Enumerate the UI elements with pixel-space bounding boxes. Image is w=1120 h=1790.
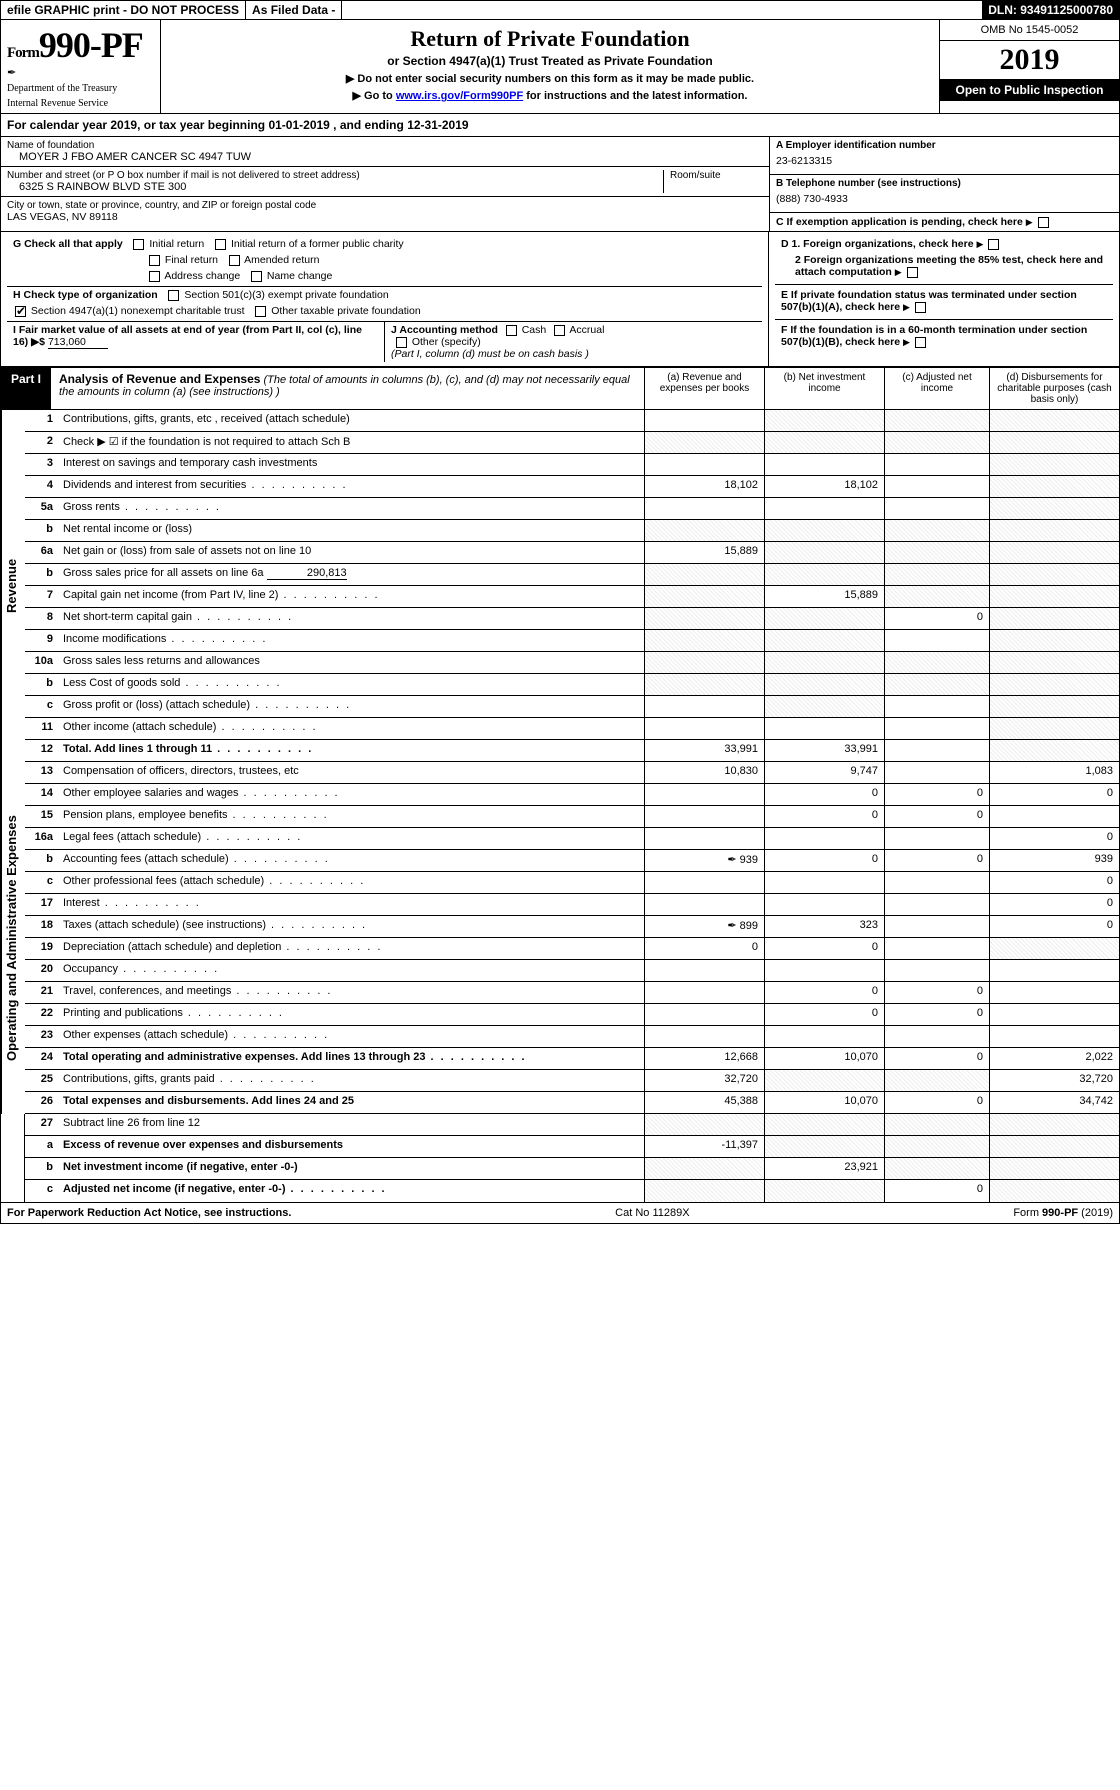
part1-column-headers: (a) Revenue and expenses per books (b) N… <box>644 368 1119 409</box>
attachment-icon[interactable]: ✒ <box>727 920 736 932</box>
header-right: OMB No 1545-0052 2019 Open to Public Ins… <box>939 20 1119 113</box>
phone-value: (888) 730-4933 <box>776 189 1113 209</box>
top-bar: efile GRAPHIC print - DO NOT PROCESS As … <box>1 1 1119 20</box>
checkbox-amended[interactable] <box>229 255 240 266</box>
line27-section: 27Subtract line 26 from line 12 aExcess … <box>1 1114 1119 1202</box>
checkbox-c[interactable] <box>1038 217 1049 228</box>
city-cell: City or town, state or province, country… <box>1 197 769 226</box>
instruction-2: ▶ Go to www.irs.gov/Form990PF for instru… <box>171 89 929 102</box>
checkbox-final-return[interactable] <box>149 255 160 266</box>
expenses-side-label: Operating and Administrative Expenses <box>1 762 25 1114</box>
phone-cell: B Telephone number (see instructions) (8… <box>770 175 1119 213</box>
col-b-header: (b) Net investment income <box>764 368 884 409</box>
omb-number: OMB No 1545-0052 <box>940 20 1119 41</box>
revenue-side-label: Revenue <box>1 410 25 762</box>
checkbox-cash[interactable] <box>506 325 517 336</box>
checkbox-other-method[interactable] <box>396 337 407 348</box>
page-footer: For Paperwork Reduction Act Notice, see … <box>1 1202 1119 1223</box>
checkbox-e[interactable] <box>915 302 926 313</box>
dept-irs: Internal Revenue Service <box>7 98 154 109</box>
checkbox-initial-return[interactable] <box>133 239 144 250</box>
checkbox-d2[interactable] <box>907 267 918 278</box>
checkbox-4947a1[interactable] <box>15 306 26 317</box>
irs-form-link[interactable]: www.irs.gov/Form990PF <box>396 90 523 102</box>
form-990pf-page: efile GRAPHIC print - DO NOT PROCESS As … <box>0 0 1120 1224</box>
identification-block: Name of foundation MOYER J FBO AMER CANC… <box>1 137 1119 232</box>
ein-cell: A Employer identification number 23-6213… <box>770 137 1119 175</box>
year-begin: 01-01-2019 <box>268 118 329 132</box>
fmv-value: 713,060 <box>48 336 108 349</box>
checks-right: D 1. Foreign organizations, check here 2… <box>769 232 1119 366</box>
form-header: Form990-PF ✒ Department of the Treasury … <box>1 20 1119 114</box>
open-to-public-badge: Open to Public Inspection <box>940 79 1119 101</box>
col-a-header: (a) Revenue and expenses per books <box>644 368 764 409</box>
foundation-name: MOYER J FBO AMER CANCER SC 4947 TUW <box>7 151 763 163</box>
expenses-section: Operating and Administrative Expenses 13… <box>1 762 1119 1114</box>
checkbox-initial-former[interactable] <box>215 239 226 250</box>
id-right: A Employer identification number 23-6213… <box>769 137 1119 231</box>
efile-notice: efile GRAPHIC print - DO NOT PROCESS <box>1 1 246 19</box>
form-title: Return of Private Foundation <box>171 26 929 52</box>
year-end: 12-31-2019 <box>407 118 468 132</box>
expenses-rows: 13Compensation of officers, directors, t… <box>25 762 1119 1114</box>
checkbox-accrual[interactable] <box>554 325 565 336</box>
part1-header: Part I Analysis of Revenue and Expenses … <box>1 367 1119 410</box>
col-c-header: (c) Adjusted net income <box>884 368 989 409</box>
instruction-1: ▶ Do not enter social security numbers o… <box>171 72 929 85</box>
checkbox-address-change[interactable] <box>149 271 160 282</box>
dept-treasury: Department of the Treasury <box>7 83 154 94</box>
part1-title: Analysis of Revenue and Expenses (The to… <box>51 368 644 409</box>
catalog-number: Cat No 11289X <box>615 1207 689 1219</box>
form-subtitle: or Section 4947(a)(1) Trust Treated as P… <box>171 54 929 68</box>
checkbox-501c3[interactable] <box>168 290 179 301</box>
dln: DLN: 93491125000780 <box>982 1 1119 19</box>
checkbox-d1[interactable] <box>988 239 999 250</box>
checks-left: G Check all that apply Initial return In… <box>1 232 769 366</box>
form-number: Form990-PF <box>7 24 154 66</box>
header-title-block: Return of Private Foundation or Section … <box>161 20 939 113</box>
calendar-year-row: For calendar year 2019, or tax year begi… <box>1 114 1119 137</box>
room-suite-label: Room/suite <box>670 170 763 181</box>
form-reference: Form 990-PF (2019) <box>1013 1207 1113 1219</box>
col-d-header: (d) Disbursements for charitable purpose… <box>989 368 1119 409</box>
attachment-icon[interactable]: ✒ <box>727 854 736 866</box>
checkbox-f[interactable] <box>915 337 926 348</box>
irs-eagle-icon: ✒ <box>7 66 154 79</box>
header-left: Form990-PF ✒ Department of the Treasury … <box>1 20 161 113</box>
arrow-icon <box>1026 216 1033 228</box>
as-filed: As Filed Data - <box>246 1 342 19</box>
ein-value: 23-6213315 <box>776 151 1113 171</box>
checks-block: G Check all that apply Initial return In… <box>1 232 1119 367</box>
checkbox-other-taxable[interactable] <box>255 306 266 317</box>
tax-year: 2019 <box>940 41 1119 79</box>
paperwork-notice: For Paperwork Reduction Act Notice, see … <box>7 1207 291 1219</box>
street-address: 6325 S RAINBOW BLVD STE 300 <box>7 181 663 193</box>
id-left: Name of foundation MOYER J FBO AMER CANC… <box>1 137 769 231</box>
foundation-name-cell: Name of foundation MOYER J FBO AMER CANC… <box>1 137 769 167</box>
exemption-pending-cell: C If exemption application is pending, c… <box>770 213 1119 231</box>
checkbox-name-change[interactable] <box>251 271 262 282</box>
revenue-section: Revenue 1Contributions, gifts, grants, e… <box>1 410 1119 762</box>
address-cell: Number and street (or P O box number if … <box>1 167 769 197</box>
revenue-rows: 1Contributions, gifts, grants, etc , rec… <box>25 410 1119 762</box>
part1-label: Part I <box>1 368 51 409</box>
city-state-zip: LAS VEGAS, NV 89118 <box>7 211 763 223</box>
